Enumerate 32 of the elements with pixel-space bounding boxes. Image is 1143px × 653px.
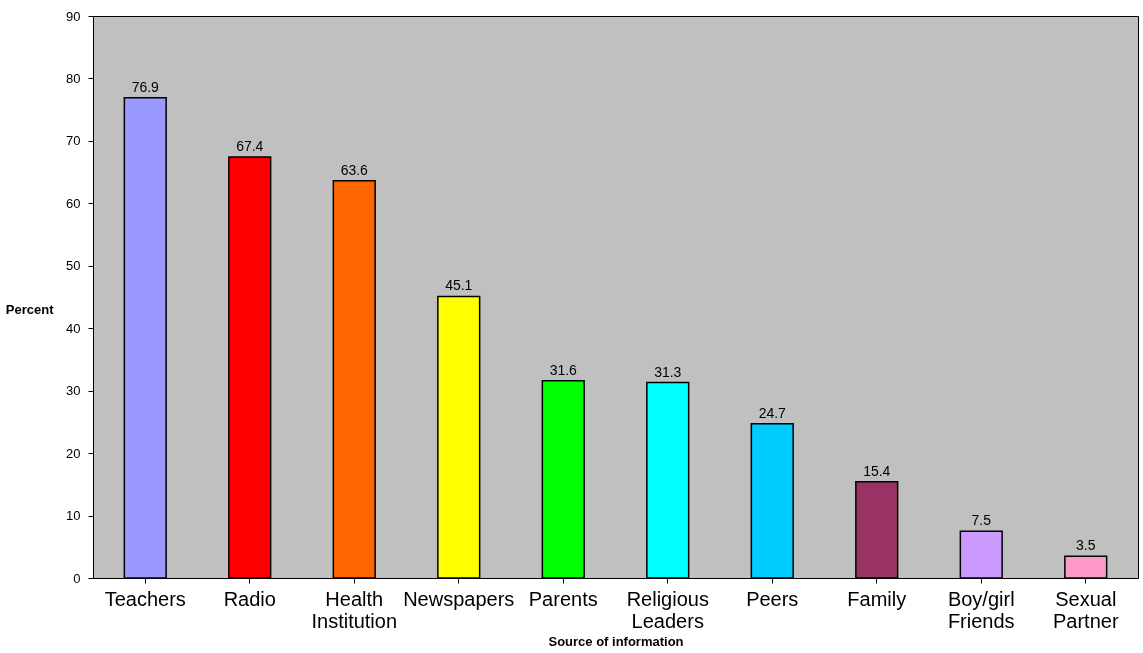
y-tick-label: 50 (66, 258, 81, 274)
x-tick-label: Peers (746, 587, 799, 610)
x-tick-label: Health Institution (311, 587, 398, 632)
y-tick-label: 0 (73, 570, 81, 586)
x-tick-label: Parents (528, 587, 598, 610)
y-tick-label: 60 (66, 195, 81, 211)
data-label: 31.6 (549, 361, 578, 378)
y-tick-label: 40 (66, 320, 81, 336)
data-label: 67.4 (236, 138, 264, 155)
x-axis-title: Source of information (548, 633, 684, 649)
y-tick-label: 10 (66, 508, 81, 524)
y-tick-label: 70 (66, 133, 81, 149)
x-tick-label: Radio (223, 587, 276, 610)
x-tick-label: Religious Leaders (626, 587, 709, 632)
x-tick-label: Family (847, 587, 907, 610)
x-tick-label: Newspapers (403, 587, 515, 610)
data-label: 76.9 (131, 78, 160, 95)
y-tick-label: 30 (66, 383, 81, 399)
y-tick-label: 80 (66, 70, 81, 86)
x-tick-label: Teachers (104, 587, 186, 610)
data-label: 24.7 (758, 404, 787, 421)
x-tick-label: Boy/girl Friends (947, 587, 1015, 632)
data-label: 3.5 (1076, 537, 1096, 554)
y-tick-label: 20 (66, 445, 81, 461)
data-label: 7.5 (971, 512, 992, 529)
data-label: 31.3 (654, 363, 682, 380)
y-tick-label: 90 (66, 8, 81, 24)
x-tick-label: Sexual Partner (1052, 587, 1119, 632)
y-axis-title: Percent (5, 301, 55, 317)
data-label: 45.1 (445, 277, 473, 294)
data-label: 15.4 (863, 462, 891, 479)
data-label: 63.6 (340, 161, 369, 178)
